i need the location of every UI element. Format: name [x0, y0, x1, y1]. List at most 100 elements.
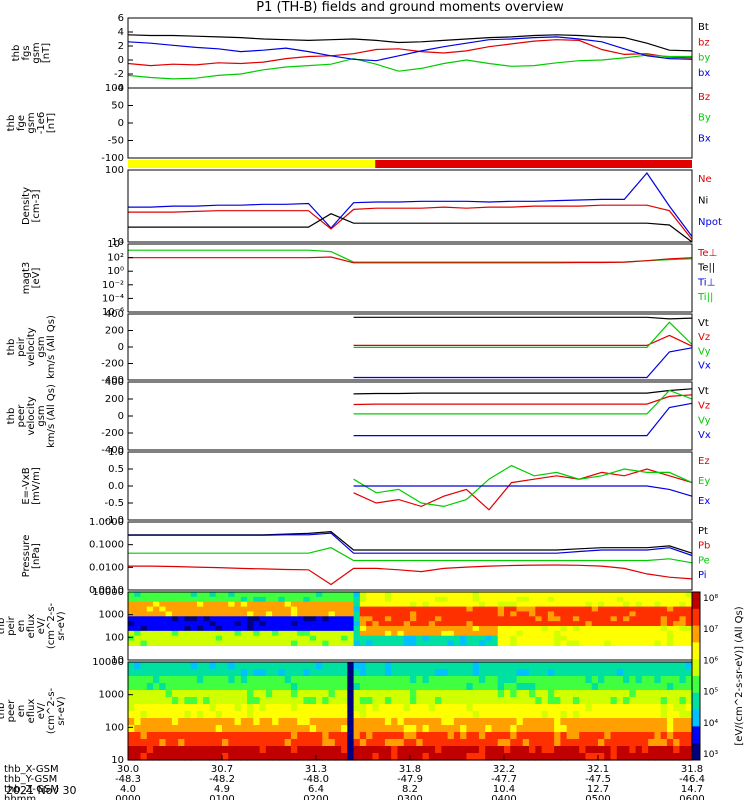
heatmap-cell	[535, 611, 543, 617]
ytick-label: -1.0	[104, 515, 124, 526]
x-axis: thb_X-GSM 30.0 30.7 31.3 31.8 32.2 32.1 31.8thb…	[4, 755, 705, 800]
heatmap-cell	[272, 630, 279, 637]
panel-frame	[127, 521, 693, 591]
heatmap-cell	[472, 711, 480, 719]
heatmap-cell	[610, 606, 618, 613]
heatmap-cell	[228, 746, 236, 754]
heatmap-cell	[171, 611, 179, 617]
ytick-label: 1.0	[108, 447, 124, 458]
heatmap-cell	[366, 616, 373, 622]
heatmap-cell	[629, 662, 637, 670]
heatmap-cell	[134, 725, 142, 733]
heatmap-cell	[222, 592, 229, 598]
heatmap-cell	[353, 596, 361, 603]
heatmap-cell	[535, 662, 543, 670]
heatmap-cell	[265, 611, 273, 617]
heatmap-cell	[397, 746, 405, 754]
heatmap-cell	[347, 732, 355, 740]
heatmap-cell	[222, 732, 229, 740]
heatmap-cell	[441, 616, 449, 622]
heatmap-cell	[441, 746, 449, 754]
heatmap-cell	[259, 725, 267, 733]
heatmap-cell	[165, 690, 173, 698]
heatmap-cell	[416, 746, 424, 754]
heatmap-cell	[165, 732, 173, 740]
heatmap-cell	[535, 630, 543, 637]
heatmap-cell	[554, 690, 561, 698]
heatmap-cell	[134, 669, 142, 677]
x-tick-label: 0100	[209, 794, 234, 800]
heatmap-cell	[591, 683, 599, 691]
heatmap-cell	[447, 683, 455, 691]
heatmap-cell	[585, 592, 593, 598]
heatmap-cell	[416, 676, 424, 684]
heatmap-cell	[654, 753, 662, 761]
heatmap-cell	[222, 690, 229, 698]
heatmap-cell	[184, 635, 192, 642]
heatmap-cell	[259, 592, 267, 598]
heatmap-cell	[616, 601, 624, 608]
colorbar-tick: 10⁷	[703, 625, 718, 635]
heatmap-cell	[623, 690, 630, 698]
heatmap-cell	[359, 596, 367, 603]
heatmap-cell	[347, 626, 355, 632]
heatmap-cell	[140, 601, 148, 608]
heatmap-cell	[284, 640, 292, 647]
heatmap-cell	[341, 592, 348, 598]
heatmap-cell	[648, 635, 655, 642]
series-line-Pi	[128, 532, 693, 557]
heatmap-cell	[441, 725, 449, 733]
heatmap-cell	[610, 635, 618, 642]
heatmap-cell	[635, 704, 643, 712]
heatmap-cell	[391, 725, 399, 733]
heatmap-cell	[572, 718, 580, 726]
heatmap-cell	[209, 746, 217, 754]
heatmap-cell	[554, 704, 561, 712]
heatmap-cell	[604, 683, 612, 691]
heatmap-cell	[504, 704, 511, 712]
heatmap-cell	[673, 753, 681, 761]
heatmap-cell	[209, 611, 217, 617]
series-line-Vz	[353, 394, 693, 406]
heatmap-cell	[666, 662, 674, 670]
heatmap-cell	[378, 611, 386, 617]
heatmap-cell	[259, 690, 267, 698]
heatmap-cell	[234, 616, 242, 622]
heatmap-cell	[316, 725, 323, 733]
heatmap-cell	[522, 640, 530, 647]
heatmap-cell	[441, 662, 449, 670]
heatmap-cell	[222, 621, 229, 627]
heatmap-cell	[153, 626, 160, 632]
heatmap-cell	[190, 601, 198, 608]
heatmap-cell	[604, 711, 612, 719]
heatmap-cell	[510, 662, 518, 670]
heatmap-cell	[641, 640, 649, 647]
heatmap-cell	[679, 596, 687, 603]
heatmap-cell	[572, 697, 580, 705]
heatmap-cell	[190, 683, 198, 691]
heatmap-cell	[203, 640, 211, 647]
heatmap-cell	[140, 640, 148, 647]
heatmap-cell	[384, 606, 392, 613]
heatmap-cell	[522, 596, 530, 603]
heatmap-cell	[290, 621, 298, 627]
heatmap-cell	[435, 640, 442, 647]
heatmap-cell	[685, 606, 693, 613]
heatmap-cell	[447, 635, 455, 642]
heatmap-cell	[435, 630, 442, 637]
heatmap-cell	[435, 704, 442, 712]
heatmap-cell	[610, 725, 618, 733]
heatmap-cell	[685, 739, 693, 747]
heatmap-cell	[278, 596, 286, 603]
heatmap-cell	[629, 711, 637, 719]
heatmap-cell	[679, 753, 687, 761]
heatmap-cell	[234, 676, 242, 684]
heatmap-cell	[585, 611, 593, 617]
heatmap-cell	[265, 718, 273, 726]
heatmap-cell	[290, 683, 298, 691]
heatmap-cell	[297, 683, 305, 691]
heatmap-cell	[629, 746, 637, 754]
heatmap-cell	[322, 626, 330, 632]
heatmap-cell	[616, 621, 624, 627]
